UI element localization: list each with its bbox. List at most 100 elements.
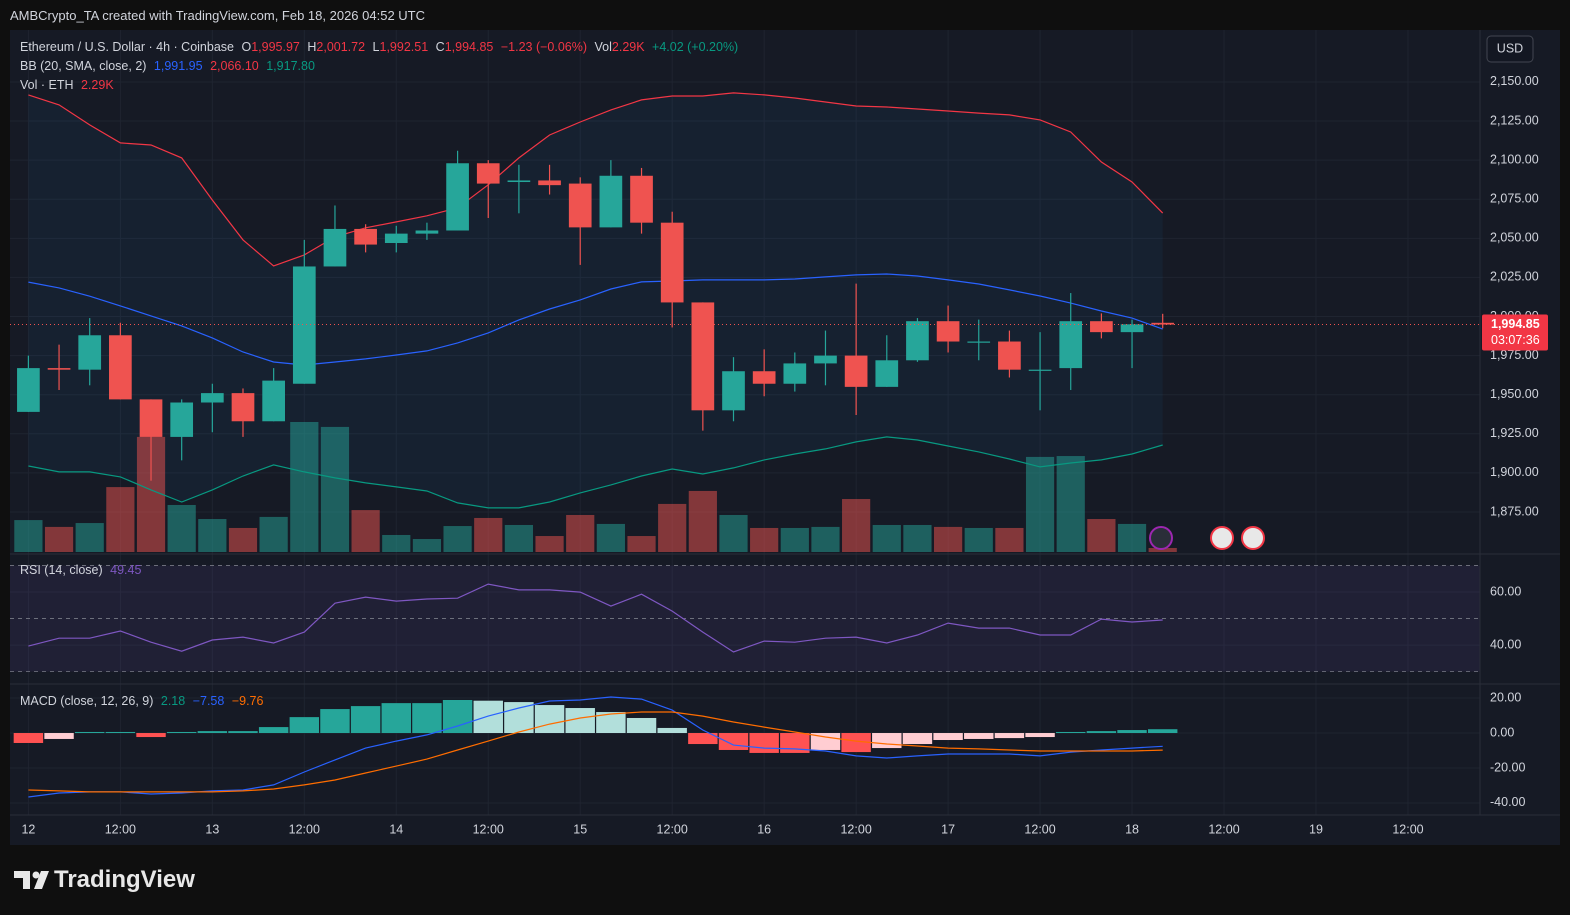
x-tick-label: 12:00 [105, 822, 136, 836]
rsi-name[interactable]: RSI (14, close) [20, 563, 103, 577]
bb-basis [28, 273, 1163, 366]
event-icon[interactable] [1241, 526, 1265, 550]
candle-body [47, 368, 71, 370]
candle-body [814, 355, 837, 364]
volume-bar [627, 536, 656, 552]
event-icon[interactable] [1149, 526, 1173, 550]
volume-bar [106, 487, 135, 552]
legend-value: 1,995.97 [251, 40, 300, 54]
candle-body [1059, 321, 1083, 369]
usd-button-label[interactable]: USD [1497, 41, 1523, 55]
last-price-tag [1482, 314, 1548, 351]
volume-bar [688, 490, 717, 552]
macd-histogram-bar [381, 703, 411, 734]
y-tick-label: 1,900.00 [1490, 465, 1539, 479]
volume-bar [811, 526, 840, 552]
legend-key: L [372, 40, 380, 54]
volume-bar [964, 527, 993, 552]
y-tick-label: 20.00 [1490, 690, 1521, 704]
bb-upper-value: 2,066.10 [210, 59, 259, 73]
volume-bar [750, 527, 779, 552]
x-tick-label: 12:00 [1392, 822, 1423, 836]
macd-histogram-bar [197, 731, 228, 734]
x-tick-label: 13 [205, 822, 219, 836]
x-tick-label: 17 [941, 822, 955, 836]
y-tick-label: 1,875.00 [1490, 504, 1539, 518]
x-tick-label: 12:00 [1208, 822, 1239, 836]
chart-background [10, 30, 1560, 845]
macd-histogram-bar [1025, 733, 1055, 738]
countdown-label: 03:07:36 [1491, 333, 1540, 347]
volume-bar [198, 519, 227, 552]
volume-bar [44, 526, 74, 552]
volume-bar [351, 510, 380, 552]
volume-bar [596, 523, 625, 552]
macd-histogram-bar [289, 717, 320, 734]
candle-body [538, 180, 561, 186]
macd-histogram-bar [810, 733, 841, 750]
macd-histogram-bar [412, 703, 442, 734]
rsi-value: 49.45 [110, 563, 142, 577]
macd-histogram-bar [780, 733, 810, 753]
macd-signal-line [28, 711, 1163, 793]
usd-button-box[interactable] [1486, 35, 1534, 63]
candle-body [599, 175, 623, 228]
macd-histogram-bar [166, 731, 197, 734]
x-tick-label: 12:00 [1024, 822, 1055, 836]
macd-histogram-bar [902, 733, 933, 745]
brand-logo [14, 871, 49, 889]
volume-name[interactable]: Vol · ETH [20, 78, 74, 92]
x-tick-label: 12:00 [840, 822, 871, 836]
volume-bar [658, 503, 687, 552]
bb-name[interactable]: BB (20, SMA, close, 2) [20, 59, 147, 73]
y-tick-label: 2,025.00 [1490, 270, 1539, 284]
macd-histogram-bar [74, 731, 105, 734]
volume-legend: Vol · ETH 2.29K [20, 76, 118, 94]
candle-body [109, 335, 132, 400]
event-icon[interactable] [1210, 526, 1234, 550]
volume-bar [872, 524, 901, 552]
usd-button[interactable]: USD [1486, 35, 1534, 63]
y-tick-label: 1,950.00 [1490, 387, 1539, 401]
x-tick-label: 19 [1309, 822, 1323, 836]
volume-bar [167, 504, 196, 552]
rsi-legend: RSI (14, close) 49.45 [20, 561, 145, 579]
volume-bar [566, 514, 595, 552]
candle-body [967, 341, 991, 343]
volume-bar [1117, 523, 1147, 552]
legend-value: 2.29K [611, 40, 645, 54]
macd-histogram-bar [1056, 731, 1086, 734]
volume-bar [412, 539, 442, 552]
volume-value: 2.29K [80, 78, 114, 92]
symbol[interactable]: Ethereum / U.S. Dollar · 4h · Coinbase [20, 40, 234, 54]
candle-body [1151, 322, 1175, 325]
candle-body [354, 228, 377, 245]
macd-hist-value: 2.18 [160, 694, 186, 708]
volume-bar [504, 524, 534, 552]
volume-bar [259, 516, 288, 552]
macd-histogram-bar [596, 712, 626, 734]
candle-body [262, 380, 285, 422]
y-tick-label: 40.00 [1490, 637, 1521, 651]
candle-body [844, 355, 868, 387]
candle-body [17, 368, 40, 412]
macd-name[interactable]: MACD (close, 12, 26, 9) [20, 694, 154, 708]
legend-key: Vol [594, 40, 612, 54]
candle-body [752, 371, 776, 384]
bb-basis-value: 1,991.95 [153, 59, 203, 73]
candle-body [200, 393, 224, 403]
candle-body [446, 163, 469, 231]
price-legend: Ethereum / U.S. Dollar · 4h · Coinbase O… [20, 38, 742, 56]
x-tick-label: 14 [389, 822, 403, 836]
macd-histogram-bar [872, 733, 902, 749]
candle-body [998, 341, 1021, 370]
volume-bar [320, 426, 350, 552]
brand-name: TradingView [54, 866, 195, 893]
x-tick-label: 12:00 [289, 822, 320, 836]
macd-histogram-bar [473, 700, 503, 734]
x-tick-label: 12:00 [657, 822, 688, 836]
y-tick-label: 1,975.00 [1490, 348, 1539, 362]
watermark: AMBCrypto_TA created with TradingView.co… [10, 8, 426, 23]
y-tick-label: 2,050.00 [1490, 231, 1539, 245]
candle-body [507, 180, 531, 183]
